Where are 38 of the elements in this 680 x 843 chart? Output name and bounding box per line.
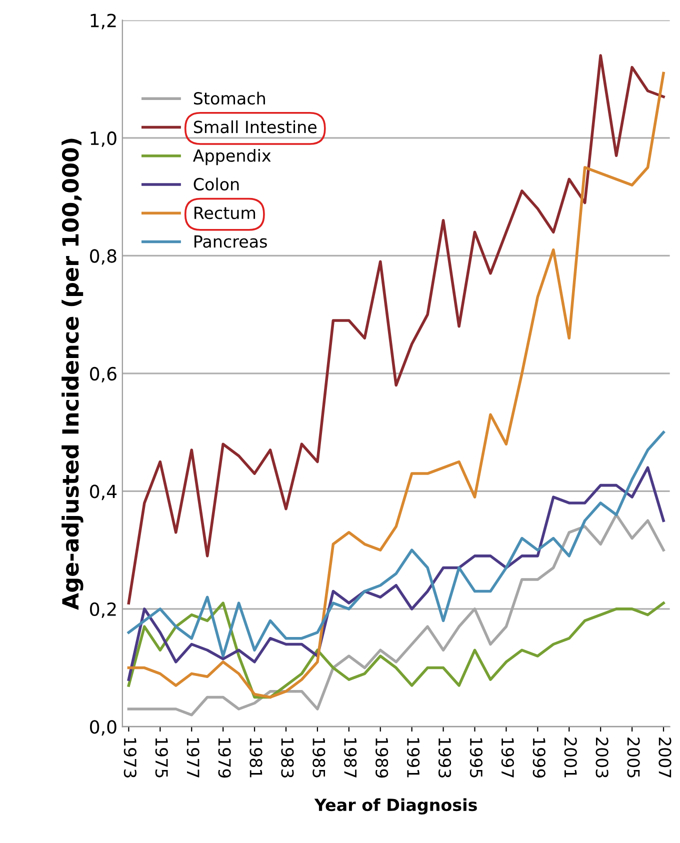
x-tick-label: 1981	[250, 738, 262, 778]
line-series	[127, 430, 665, 658]
line-series	[127, 54, 665, 604]
x-axis-title: Year of Diagnosis	[314, 798, 477, 815]
line-series	[127, 72, 665, 699]
x-tick-label: 2005	[627, 738, 640, 778]
legend-label: Small Intestine	[194, 120, 317, 134]
y-tick-label: 1,0	[90, 131, 116, 147]
y-tick-label: 0,2	[90, 602, 116, 618]
line-series	[127, 466, 665, 681]
x-tick-label: 1991	[406, 738, 420, 778]
x-tick-label: 2003	[596, 738, 608, 778]
x-tick-label: 1985	[312, 738, 326, 778]
x-tick-label: 1999	[532, 738, 546, 778]
y-axis-title: Age-adjusted Incidence (per 100,000)	[62, 138, 84, 610]
x-tick-label: 1979	[218, 738, 231, 778]
legend-label: Rectum	[194, 206, 256, 220]
legend-label: Pancreas	[194, 235, 267, 248]
x-tick-label: 2001	[564, 738, 577, 778]
x-tick-label: 1983	[281, 738, 294, 778]
legend-label: Stomach	[194, 92, 265, 105]
legend-label: Appendix	[193, 149, 271, 166]
y-tick-label: 0,8	[90, 249, 116, 265]
x-tick-label: 1997	[501, 738, 514, 778]
x-tick-label: 1975	[155, 738, 168, 778]
y-tick-label: 0,4	[90, 484, 117, 500]
y-tick-label: 0,0	[90, 720, 116, 736]
x-tick-label: 1993	[438, 738, 452, 778]
y-tick-label: 1,2	[90, 14, 116, 30]
x-tick-label: 1989	[376, 738, 388, 778]
x-tick-label: 1987	[344, 738, 357, 778]
line-series	[127, 602, 665, 699]
legend-label: Colon	[194, 178, 239, 191]
x-tick-label: 1973	[124, 738, 136, 778]
x-tick-label: 1977	[186, 738, 200, 778]
x-tick-label: 1995	[470, 738, 483, 778]
y-tick-label: 0,6	[90, 366, 116, 382]
x-tick-label: 2007	[658, 738, 672, 778]
